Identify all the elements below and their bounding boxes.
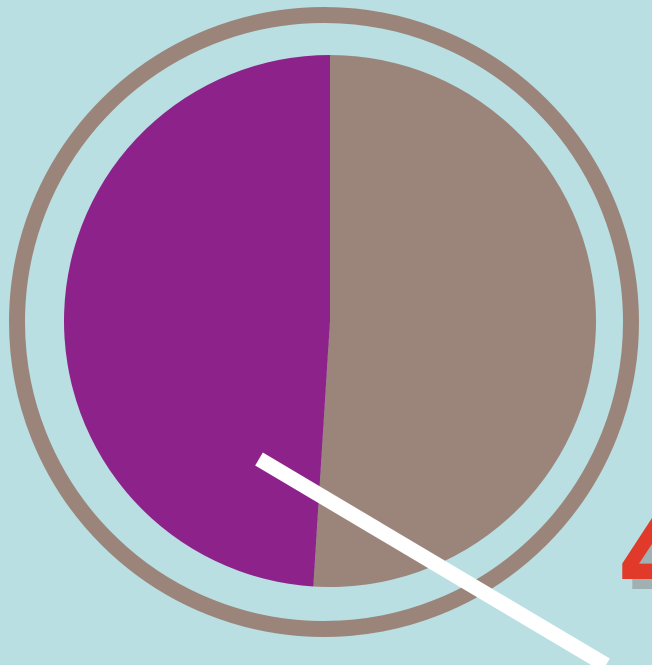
pointer-line [255,452,610,665]
callout-label: 4 [620,464,652,632]
callout-label-shadow: 4 [630,474,652,642]
outer-ring [9,7,639,637]
pie-slices [64,55,597,587]
pie-slice-1 [313,55,597,587]
